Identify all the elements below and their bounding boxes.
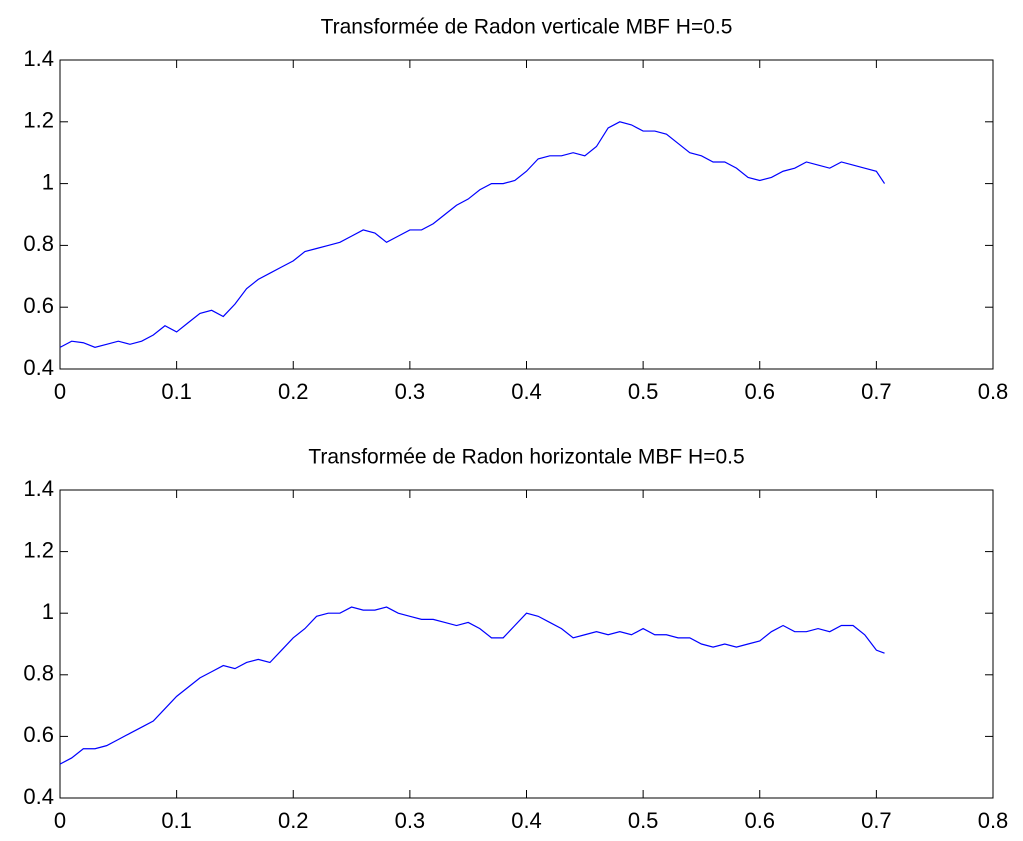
y-tick-label: 1.4 <box>23 476 54 501</box>
x-tick-label: 0.5 <box>628 808 659 833</box>
x-tick-label: 0.5 <box>628 379 659 404</box>
y-tick-label: 0.8 <box>23 231 54 256</box>
x-tick-label: 0.4 <box>511 379 542 404</box>
y-tick-label: 0.4 <box>23 355 54 380</box>
axes-box <box>59 489 994 799</box>
x-tick-label: 0.2 <box>278 808 309 833</box>
x-tick-label: 0.6 <box>744 379 775 404</box>
chart-title: Transformée de Radon verticale MBF H=0.5 <box>321 16 733 39</box>
data-line <box>59 121 886 349</box>
y-tick-label: 0.4 <box>23 784 54 809</box>
x-tick-label: 0.1 <box>161 379 192 404</box>
x-tick-label: 0.3 <box>395 379 426 404</box>
y-tick-label: 1.4 <box>23 46 54 71</box>
x-tick-label: 0 <box>54 379 66 404</box>
axes-box <box>59 59 994 370</box>
x-tick-label: 0.3 <box>395 808 426 833</box>
y-tick-label: 1 <box>42 169 54 194</box>
x-tick-label: 0 <box>54 808 66 833</box>
y-tick-label: 0.6 <box>23 722 54 747</box>
x-tick-label: 0.2 <box>278 379 309 404</box>
x-tick-label: 0.8 <box>978 379 1009 404</box>
x-tick-label: 0.8 <box>978 808 1009 833</box>
x-tick-label: 0.6 <box>744 808 775 833</box>
x-tick-label: 0.1 <box>161 808 192 833</box>
data-line <box>59 606 885 765</box>
y-tick-label: 0.8 <box>23 661 54 686</box>
y-tick-label: 0.6 <box>23 293 54 318</box>
x-tick-label: 0.7 <box>861 808 892 833</box>
chart-title: Transformée de Radon horizontale MBF H=0… <box>308 446 744 469</box>
y-tick-label: 1 <box>42 599 54 624</box>
y-tick-label: 1.2 <box>23 537 54 562</box>
x-tick-label: 0.4 <box>511 808 542 833</box>
x-tick-label: 0.7 <box>861 379 892 404</box>
y-tick-label: 1.2 <box>23 108 54 133</box>
